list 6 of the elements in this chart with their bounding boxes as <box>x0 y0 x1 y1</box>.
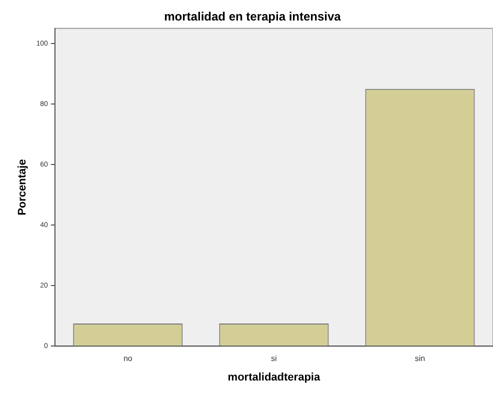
chart-title: mortalidad en terapia intensiva <box>164 10 342 24</box>
y-axis-title: Porcentaje <box>16 159 29 216</box>
x-tick-label: si <box>271 354 278 364</box>
x-tick-label: no <box>123 354 133 364</box>
x-tick-label: sin <box>414 354 426 364</box>
x-axis-title: mortalidadterapia <box>228 371 321 384</box>
